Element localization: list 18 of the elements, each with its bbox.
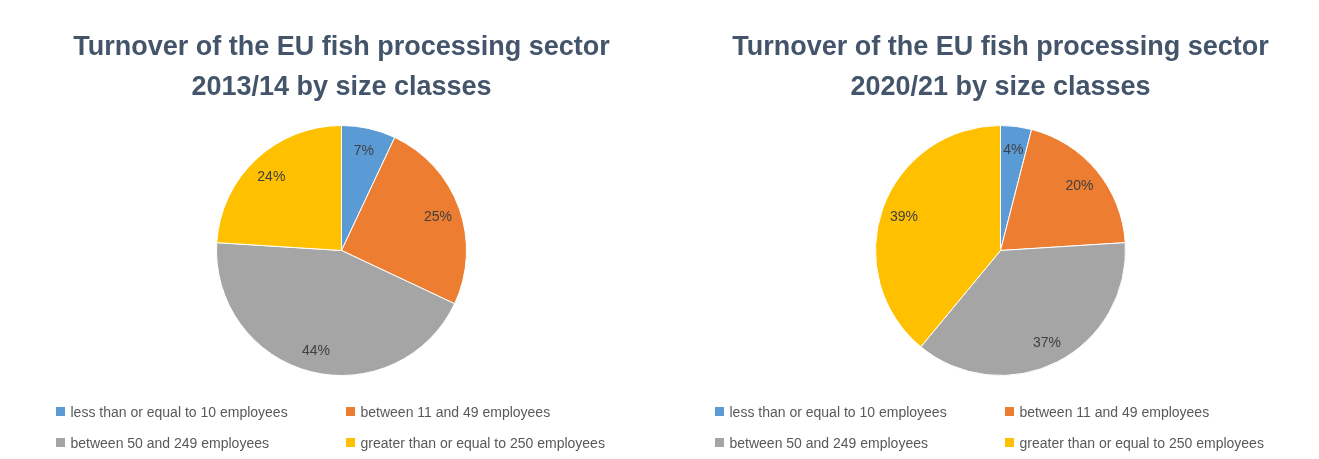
chart-title: Turnover of the EU fish processing sector 2020/21 by size classes — [732, 30, 1270, 101]
legend-label: greater than or equal to 250 employees — [360, 434, 605, 451]
legend-label: greater than or equal to 250 employees — [1019, 434, 1264, 451]
legend-label: between 50 and 249 employees — [729, 434, 928, 451]
data-label: 24% — [257, 167, 286, 184]
data-label: 37% — [1033, 333, 1062, 350]
legend-label: between 11 and 49 employees — [1019, 403, 1210, 420]
data-label: 20% — [1065, 177, 1094, 194]
legend-label: less than or equal to 10 employees — [729, 403, 947, 420]
data-label: 7% — [353, 142, 374, 159]
data-label: 39% — [890, 207, 919, 224]
data-label: 4% — [1003, 140, 1024, 157]
data-label: 25% — [423, 207, 452, 224]
chart-title: Turnover of the EU fish processing sector 2013/14 by size classes — [73, 30, 611, 101]
legend-label: between 11 and 49 employees — [360, 403, 551, 420]
legend-label: less than or equal to 10 employees — [70, 403, 288, 420]
data-label: 44% — [302, 341, 331, 358]
legend-label: between 50 and 249 employees — [70, 434, 269, 451]
